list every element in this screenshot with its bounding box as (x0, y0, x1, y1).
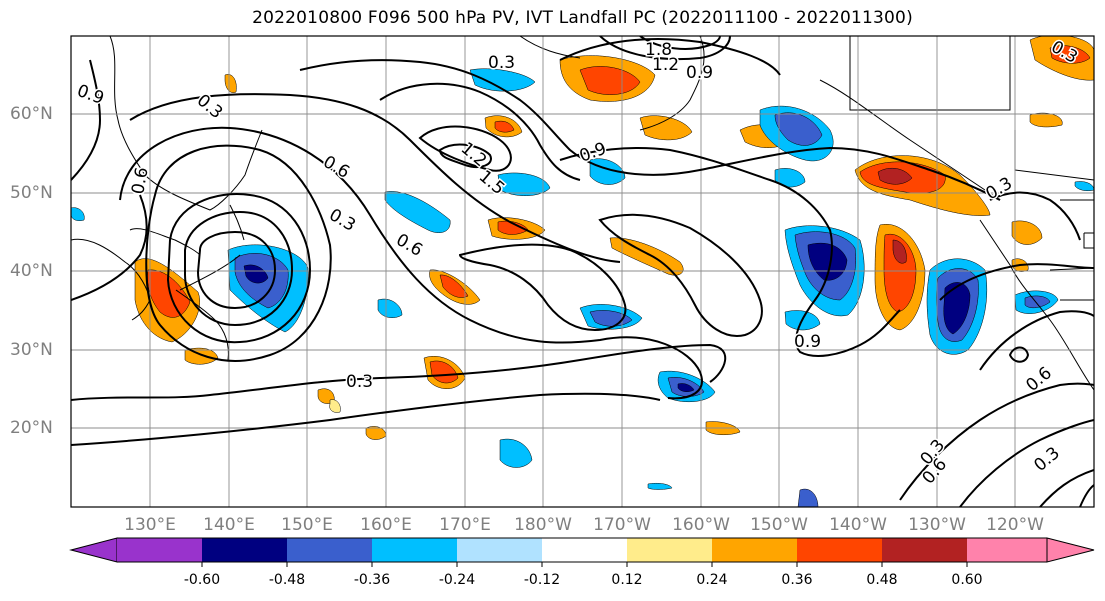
lon-label: 120°W (986, 515, 1044, 535)
contour-label: 0.3 (346, 372, 373, 392)
colorbar-bin (457, 538, 542, 562)
contour-label: 1.2 (652, 55, 679, 75)
contour-label: 1.8 (645, 40, 672, 60)
lat-label: 40°N (10, 261, 53, 281)
colorbar-tick-label: 0.12 (611, 572, 643, 588)
colorbar-tick-label: -0.60 (183, 572, 221, 588)
lon-label: 150°E (281, 515, 333, 535)
colorbar (69, 537, 1095, 567)
colorbar-bin (202, 538, 287, 562)
colorbar-tick-label: -0.48 (268, 572, 306, 588)
pv-contours (71, 36, 1094, 507)
colorbar-tick-label: -0.36 (353, 572, 391, 588)
lat-label: 60°N (10, 104, 53, 124)
coastlines (71, 36, 1094, 391)
colorbar-tick-label: 0.48 (866, 572, 898, 588)
map-frame (70, 35, 1095, 508)
colorbar-bin (627, 538, 712, 562)
lat-label: 20°N (10, 418, 53, 438)
colorbar-tick-label: -0.12 (523, 572, 561, 588)
colorbar-bin (967, 538, 1047, 562)
colorbar-tick-label: 0.36 (781, 572, 813, 588)
contour-label: 0.9 (686, 63, 713, 83)
colorbar-low-arrow (69, 537, 118, 563)
lat-label: 30°N (10, 340, 53, 360)
lon-label: 150°W (750, 515, 808, 535)
lon-label: 170°W (593, 515, 651, 535)
colorbar-tick-label: -0.24 (438, 572, 476, 588)
lon-label: 130°W (908, 515, 966, 535)
contour-label: 0.9 (794, 332, 821, 352)
colorbar-tick-label: 0.60 (951, 572, 983, 588)
lon-label: 180°W (514, 515, 572, 535)
map-body: 0.9 0.3 0.3 1.8 1.2 0.9 0.6 1.2 1.5 0.9 … (71, 36, 1094, 507)
colorbar-bin (117, 538, 202, 562)
colorbar-tick-label: 0.24 (696, 572, 728, 588)
gridlines (71, 36, 1094, 507)
lon-label: 170°E (439, 515, 491, 535)
colorbar-bin (542, 538, 627, 562)
colorbar-high-arrow (1046, 537, 1095, 563)
lon-label: 140°W (829, 515, 887, 535)
lon-label: 160°W (672, 515, 730, 535)
lat-label: 50°N (10, 183, 53, 203)
lon-label: 140°E (203, 515, 255, 535)
colorbar-bin (372, 538, 457, 562)
colorbar-bin (712, 538, 797, 562)
colorbar-bin (882, 538, 967, 562)
map-title: 2022010800 F096 500 hPa PV, IVT Landfall… (252, 8, 913, 28)
colorbar-bin (797, 538, 882, 562)
lon-label: 160°E (360, 515, 412, 535)
colorbar-bin (287, 538, 372, 562)
lon-label: 130°E (124, 515, 176, 535)
contour-label: 0.3 (488, 53, 515, 73)
